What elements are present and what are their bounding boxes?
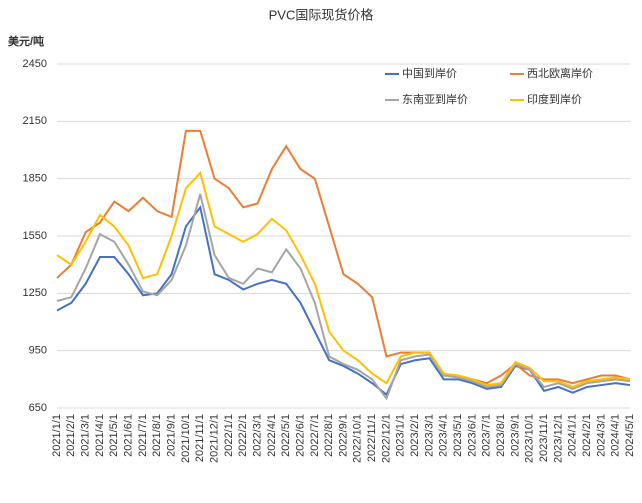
x-tick-label: 2021/3/1 <box>80 414 92 457</box>
legend-label: 西北欧离岸价 <box>527 66 593 80</box>
x-tick-label: 2024/5/1 <box>624 414 636 457</box>
y-tick-label: 1850 <box>23 173 47 185</box>
x-tick-label: 2021/11/1 <box>194 414 206 462</box>
x-tick-label: 2023/12/1 <box>552 414 564 463</box>
x-tick-label: 2023/10/1 <box>524 414 536 463</box>
x-tick-label: 2024/1/1 <box>567 414 579 457</box>
legend-label: 东南亚到岸价 <box>402 93 468 106</box>
y-tick-label: 2450 <box>23 58 47 70</box>
x-tick-label: 2021/10/1 <box>180 414 192 463</box>
y-tick-label: 1550 <box>23 230 47 242</box>
x-tick-label: 2023/5/1 <box>452 414 464 457</box>
x-tick-label: 2021/12/1 <box>208 414 220 463</box>
y-tick-label: 1250 <box>23 287 47 299</box>
x-tick-label: 2024/2/1 <box>581 414 593 457</box>
x-tick-label: 2023/4/1 <box>438 414 450 457</box>
x-tick-label: 2023/3/1 <box>423 414 435 457</box>
line-series <box>56 129 631 385</box>
x-tick-label: 2022/9/1 <box>337 414 349 457</box>
x-tick-label: 2022/5/1 <box>280 414 292 457</box>
x-tick-label: 2021/9/1 <box>166 414 178 457</box>
x-tick-label: 2023/1/1 <box>395 414 407 457</box>
legend-label: 中国到岸价 <box>402 67 457 80</box>
x-tick-label: 2023/2/1 <box>409 414 421 457</box>
x-tick-label: 2023/7/1 <box>481 414 493 457</box>
legend-label: 印度到岸价 <box>527 92 582 106</box>
x-tick-label: 2021/4/1 <box>94 414 106 457</box>
y-tick-label: 950 <box>29 345 47 357</box>
x-tick-label: 2022/3/1 <box>251 414 263 457</box>
x-tick-label: 2021/2/1 <box>65 414 77 457</box>
x-tick-label: 2022/10/1 <box>352 414 364 463</box>
line-series <box>56 204 631 397</box>
line-series <box>56 193 631 401</box>
x-tick-label: 2023/11/1 <box>538 414 550 462</box>
x-tick-label: 2022/6/1 <box>294 414 306 457</box>
chart-title: PVC国际现货价格 <box>269 7 374 22</box>
x-tick-label: 2021/5/1 <box>108 414 120 457</box>
x-tick-label: 2024/4/1 <box>610 414 622 457</box>
x-tick-label: 2021/1/1 <box>51 414 63 457</box>
x-tick-label: 2022/8/1 <box>323 414 335 457</box>
x-tick-label: 2023/6/1 <box>466 414 478 457</box>
y-axis-label: 美元/吨 <box>8 34 44 48</box>
x-tick-label: 2022/12/1 <box>380 414 392 463</box>
x-tick-label: 2022/7/1 <box>309 414 321 457</box>
line-series <box>56 170 631 389</box>
y-tick-label: 650 <box>29 402 47 414</box>
x-tick-label: 2024/3/1 <box>595 414 607 457</box>
x-tick-label: 2023/9/1 <box>509 414 521 457</box>
y-tick-label: 2150 <box>23 115 47 127</box>
x-tick-label: 2022/4/1 <box>266 414 278 457</box>
x-tick-label: 2021/6/1 <box>123 414 135 457</box>
x-tick-label: 2021/8/1 <box>151 414 163 457</box>
x-tick-label: 2023/8/1 <box>495 414 507 457</box>
x-tick-label: 2022/1/1 <box>223 414 235 457</box>
x-tick-label: 2022/2/1 <box>237 414 249 457</box>
x-tick-label: 2022/11/1 <box>366 414 378 462</box>
x-tick-label: 2021/7/1 <box>137 414 149 457</box>
